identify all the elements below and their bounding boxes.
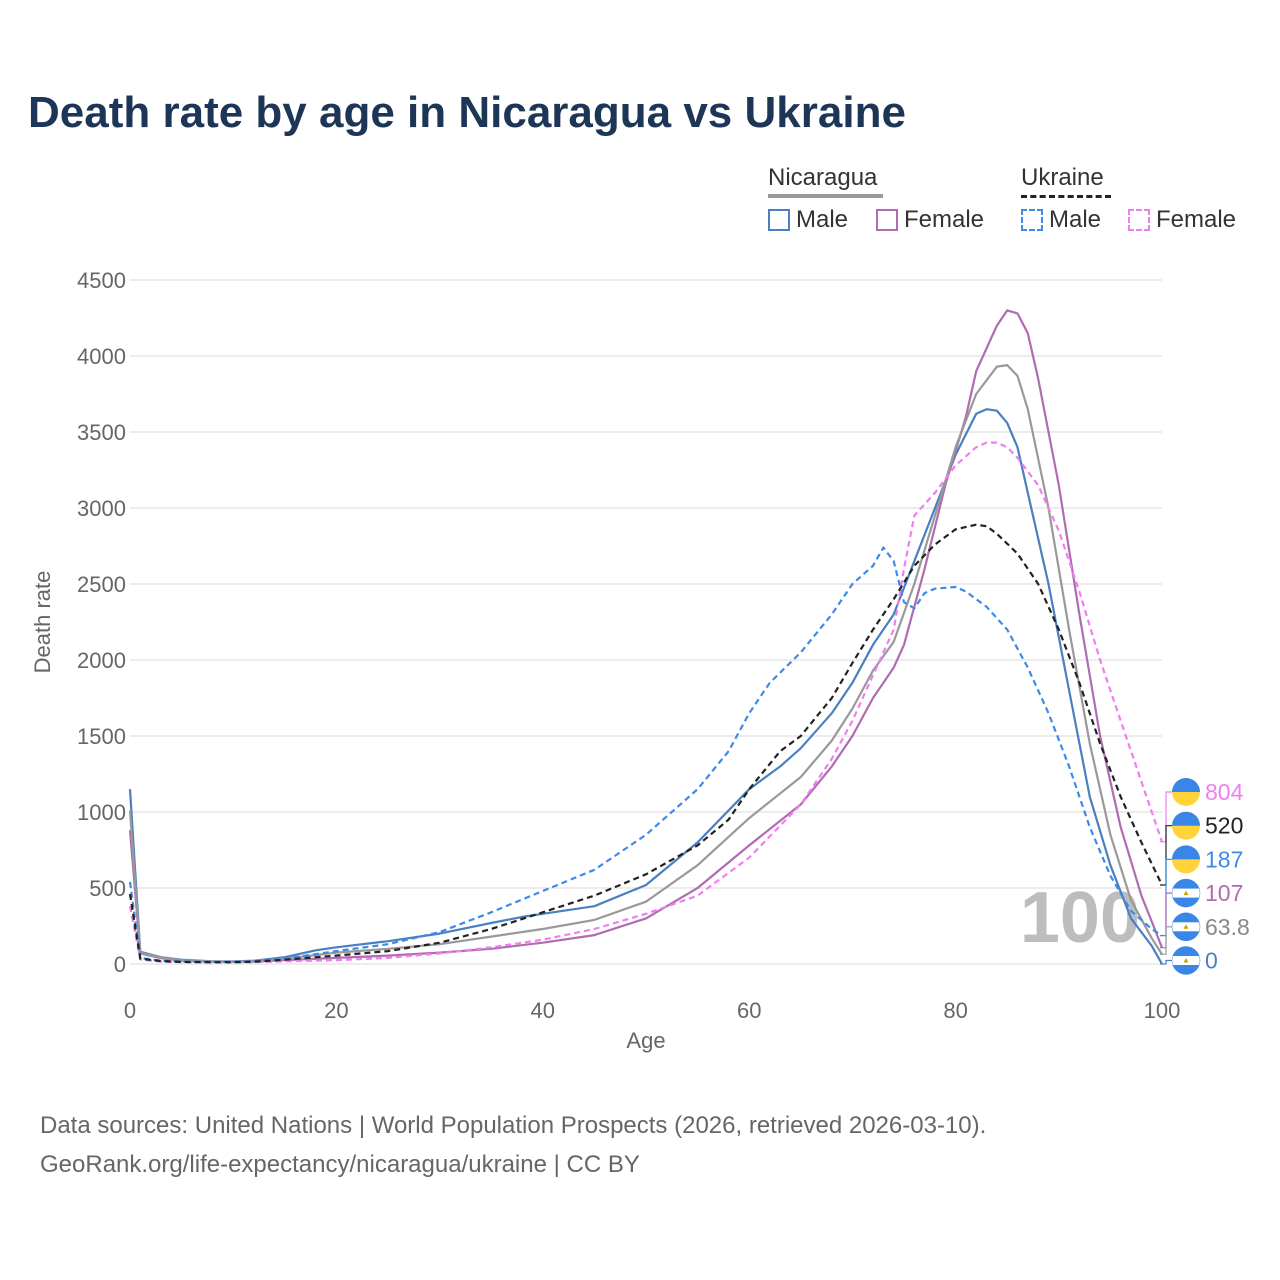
- series-line-nicaragua-male[interactable]: [128, 408, 1163, 965]
- end-connector: [1160, 791, 1172, 843]
- legend-swatch-icon: [1128, 209, 1150, 231]
- legend-item-label: Female: [1156, 206, 1237, 233]
- y-tick-label: 4500: [77, 268, 126, 293]
- legend-group-ukraine[interactable]: Ukraine: [1021, 164, 1111, 198]
- end-labels: 804 520 187 107 63.8 0: [1160, 778, 1250, 975]
- x-tick-label: 60: [737, 998, 761, 1023]
- ukraine-flag-top: [1172, 811, 1200, 826]
- grid-lines: [130, 279, 1162, 965]
- end-value-label: 107: [1205, 880, 1243, 906]
- series-lines: [128, 309, 1164, 965]
- legend-swatch-icon: [1021, 209, 1043, 231]
- end-connector: [1160, 959, 1172, 965]
- legend-item-label: Male: [796, 206, 849, 233]
- nicaragua-flag-outline: [1171, 912, 1201, 942]
- nicaragua-flag-emblem: [1183, 924, 1189, 929]
- legend-group-nicaragua-label: Nicaragua: [768, 164, 878, 191]
- x-tick-label: 40: [531, 998, 555, 1023]
- legend-group-ukraine-label: Ukraine: [1021, 164, 1104, 191]
- y-tick-label: 2000: [77, 648, 126, 673]
- end-value-label: 804: [1205, 779, 1244, 805]
- legend-swatch-icon: [768, 209, 790, 231]
- y-tick-label: 3500: [77, 420, 126, 445]
- x-tick-label: 100: [1144, 998, 1181, 1023]
- legend-item-label: Male: [1049, 206, 1102, 233]
- legend-item-nicaragua-female[interactable]: Female: [876, 206, 984, 234]
- footer-link[interactable]: GeoRank.org/life-expectancy/nicaragua/uk…: [40, 1151, 640, 1178]
- x-tick-label: 20: [324, 998, 348, 1023]
- legend: Nicaragua Male Female Ukraine Male Femal…: [0, 0, 1280, 240]
- end-connector: [1160, 892, 1172, 949]
- nicaragua-flag-outline: [1171, 946, 1201, 975]
- y-tick-label: 500: [89, 876, 126, 901]
- end-connector: [1160, 926, 1172, 955]
- x-axis-label: Age: [626, 1028, 665, 1053]
- y-tick-label: 1500: [77, 724, 126, 749]
- nicaragua-flag-emblem: [1183, 958, 1189, 963]
- series-line-ukraine-total[interactable]: [128, 523, 1163, 964]
- ukraine-flag-top: [1172, 778, 1200, 792]
- end-connector: [1160, 825, 1172, 886]
- x-tick-labels: 0 20 40 60 80 100: [124, 998, 1180, 1023]
- legend-nicaragua-line-icon: [768, 194, 883, 198]
- y-tick-label: 4000: [77, 344, 126, 369]
- footer-sources: Data sources: United Nations | World Pop…: [40, 1112, 987, 1139]
- legend-group-nicaragua[interactable]: Nicaragua: [768, 164, 883, 198]
- end-value-label: 63.8: [1205, 914, 1250, 940]
- footer: Data sources: United Nations | World Pop…: [40, 1106, 986, 1184]
- y-tick-label: 1000: [77, 800, 126, 825]
- end-value-label: 187: [1205, 846, 1243, 872]
- ukraine-flag-top: [1172, 845, 1200, 860]
- nicaragua-flag-outline: [1171, 878, 1201, 908]
- legend-swatch-icon: [876, 209, 898, 231]
- legend-item-label: Female: [904, 206, 985, 233]
- legend-item-ukraine-male[interactable]: Male: [1021, 206, 1101, 234]
- series-line-nicaragua-total[interactable]: [128, 364, 1163, 963]
- y-tick-label: 0: [114, 952, 126, 977]
- age-watermark: 100: [1020, 878, 1140, 958]
- y-axis-label: Death rate: [30, 571, 55, 674]
- legend-item-nicaragua-male[interactable]: Male: [768, 206, 848, 234]
- x-tick-label: 0: [124, 998, 136, 1023]
- nicaragua-flag-emblem: [1183, 890, 1189, 896]
- chart-title: Death rate by age in Nicaragua vs Ukrain…: [28, 88, 906, 137]
- end-value-label: 520: [1205, 813, 1243, 839]
- legend-item-ukraine-female[interactable]: Female: [1128, 206, 1236, 234]
- y-tick-label: 2500: [77, 572, 126, 597]
- end-value-label: 0: [1205, 948, 1218, 974]
- y-tick-label: 3000: [77, 496, 126, 521]
- x-tick-label: 80: [943, 998, 967, 1023]
- series-line-ukraine-male[interactable]: [128, 546, 1163, 963]
- y-tick-labels: 0 500 1000 1500 2000 2500 3000 3500 4000 4500: [77, 268, 126, 977]
- legend-ukraine-line-icon: [1021, 195, 1111, 198]
- series-line-nicaragua-female[interactable]: [128, 309, 1164, 963]
